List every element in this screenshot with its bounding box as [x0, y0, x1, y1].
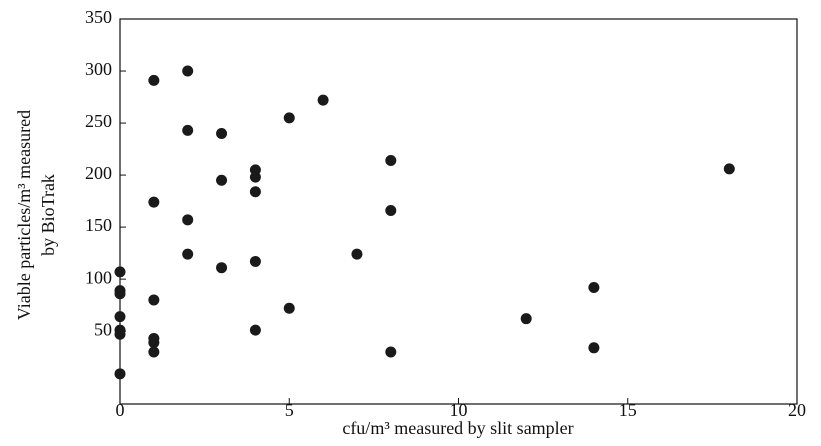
y-tick-label: 100: [85, 267, 112, 287]
y-axis-label: by BioTrak: [38, 174, 58, 256]
point: [148, 294, 160, 306]
x-tick-label: 10: [450, 400, 468, 420]
point: [283, 112, 295, 124]
y-axis-label: Viable particles/m³ measured: [14, 110, 34, 320]
point: [588, 281, 600, 293]
x-tick-label: 5: [285, 400, 294, 420]
point: [351, 248, 363, 260]
point: [249, 255, 261, 267]
y-tick-label: 250: [85, 111, 112, 131]
point: [148, 346, 160, 358]
point: [520, 313, 532, 325]
point: [114, 288, 126, 300]
point: [385, 204, 397, 216]
point: [283, 302, 295, 314]
x-axis-label: cfu/m³ measured by slit sampler: [342, 418, 573, 438]
point: [216, 262, 228, 274]
y-tick-label: 350: [85, 7, 112, 27]
x-tick-label: 20: [788, 400, 806, 420]
point: [249, 171, 261, 183]
point: [385, 346, 397, 358]
point: [588, 342, 600, 354]
point: [216, 174, 228, 186]
point: [114, 328, 126, 340]
point: [114, 311, 126, 323]
y-tick-label: 50: [94, 319, 112, 339]
x-tick-label: 0: [116, 400, 125, 420]
point: [249, 324, 261, 336]
point: [114, 368, 126, 380]
y-tick-label: 200: [85, 163, 112, 183]
point: [182, 65, 194, 77]
y-tick-label: 150: [85, 215, 112, 235]
point: [148, 196, 160, 208]
point: [182, 124, 194, 136]
point: [385, 155, 397, 167]
point: [317, 94, 329, 106]
point: [723, 163, 735, 175]
point: [114, 266, 126, 278]
point: [182, 214, 194, 226]
point: [148, 337, 160, 349]
point: [249, 186, 261, 198]
plot-frame: [119, 18, 798, 405]
x-tick-label: 15: [619, 400, 637, 420]
y-tick-label: 300: [85, 59, 112, 79]
point: [216, 127, 228, 139]
point: [182, 248, 194, 260]
point: [148, 74, 160, 86]
